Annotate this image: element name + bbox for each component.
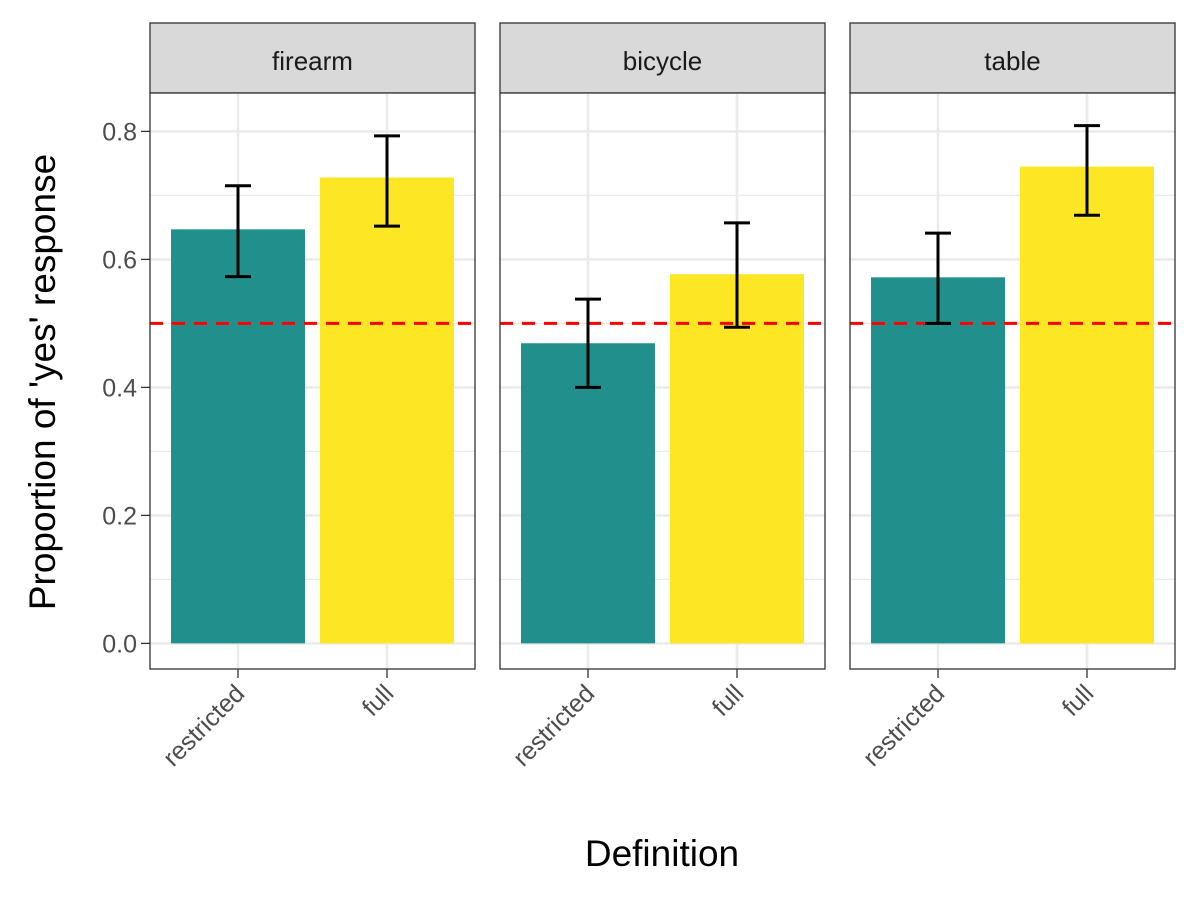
facet-panels: firearm restricted full bicycle restricted fu… [149, 22, 1176, 772]
facet-strip-label: firearm [272, 46, 353, 76]
y-tick-label: 0.8 [102, 118, 137, 146]
x-tick-label: restricted [858, 679, 950, 771]
x-tick-label: restricted [158, 679, 250, 771]
x-tick-label: full [1057, 679, 1099, 721]
facet-panel-bicycle: bicycle restricted full [499, 22, 826, 772]
x-tick-label: full [707, 679, 749, 721]
facet-strip [499, 22, 826, 94]
error-bar-bicycle-full [724, 221, 750, 329]
error-bar-bicycle-restricted [575, 297, 601, 389]
y-tick-label: 0.6 [102, 246, 137, 274]
facet-strip [849, 22, 1176, 94]
x-axis-title: Definition [585, 833, 739, 874]
facet-panel-table: table restricted full [849, 22, 1176, 772]
facet-strip [149, 22, 476, 94]
panel-border [149, 92, 476, 670]
y-axis: 0.0 0.2 0.4 0.6 0.8 [102, 118, 150, 658]
bar-table-restricted [871, 277, 1005, 644]
bar-firearm-restricted [171, 229, 305, 644]
x-tick-label: restricted [508, 679, 600, 771]
y-tick-label: 0.0 [102, 630, 137, 658]
error-bar-firearm-full [374, 134, 400, 228]
bar-bicycle-restricted [521, 343, 655, 644]
facet-strip-label: bicycle [623, 46, 702, 76]
y-axis-title: Proportion of 'yes' response [22, 154, 63, 610]
bar-bicycle-full [670, 274, 804, 644]
y-tick-label: 0.2 [102, 502, 137, 530]
x-tick-label: full [357, 679, 399, 721]
facet-panel-firearm: firearm restricted full [149, 22, 476, 772]
bar-firearm-full [320, 177, 454, 644]
y-tick-label: 0.4 [102, 374, 137, 402]
panel-border [849, 92, 1176, 670]
facet-strip-label: table [984, 46, 1040, 76]
panel-border [499, 92, 826, 670]
error-bar-table-restricted [925, 231, 951, 325]
error-bar-firearm-restricted [225, 184, 251, 279]
error-bar-table-full [1074, 124, 1100, 217]
bar-table-full [1020, 166, 1154, 644]
